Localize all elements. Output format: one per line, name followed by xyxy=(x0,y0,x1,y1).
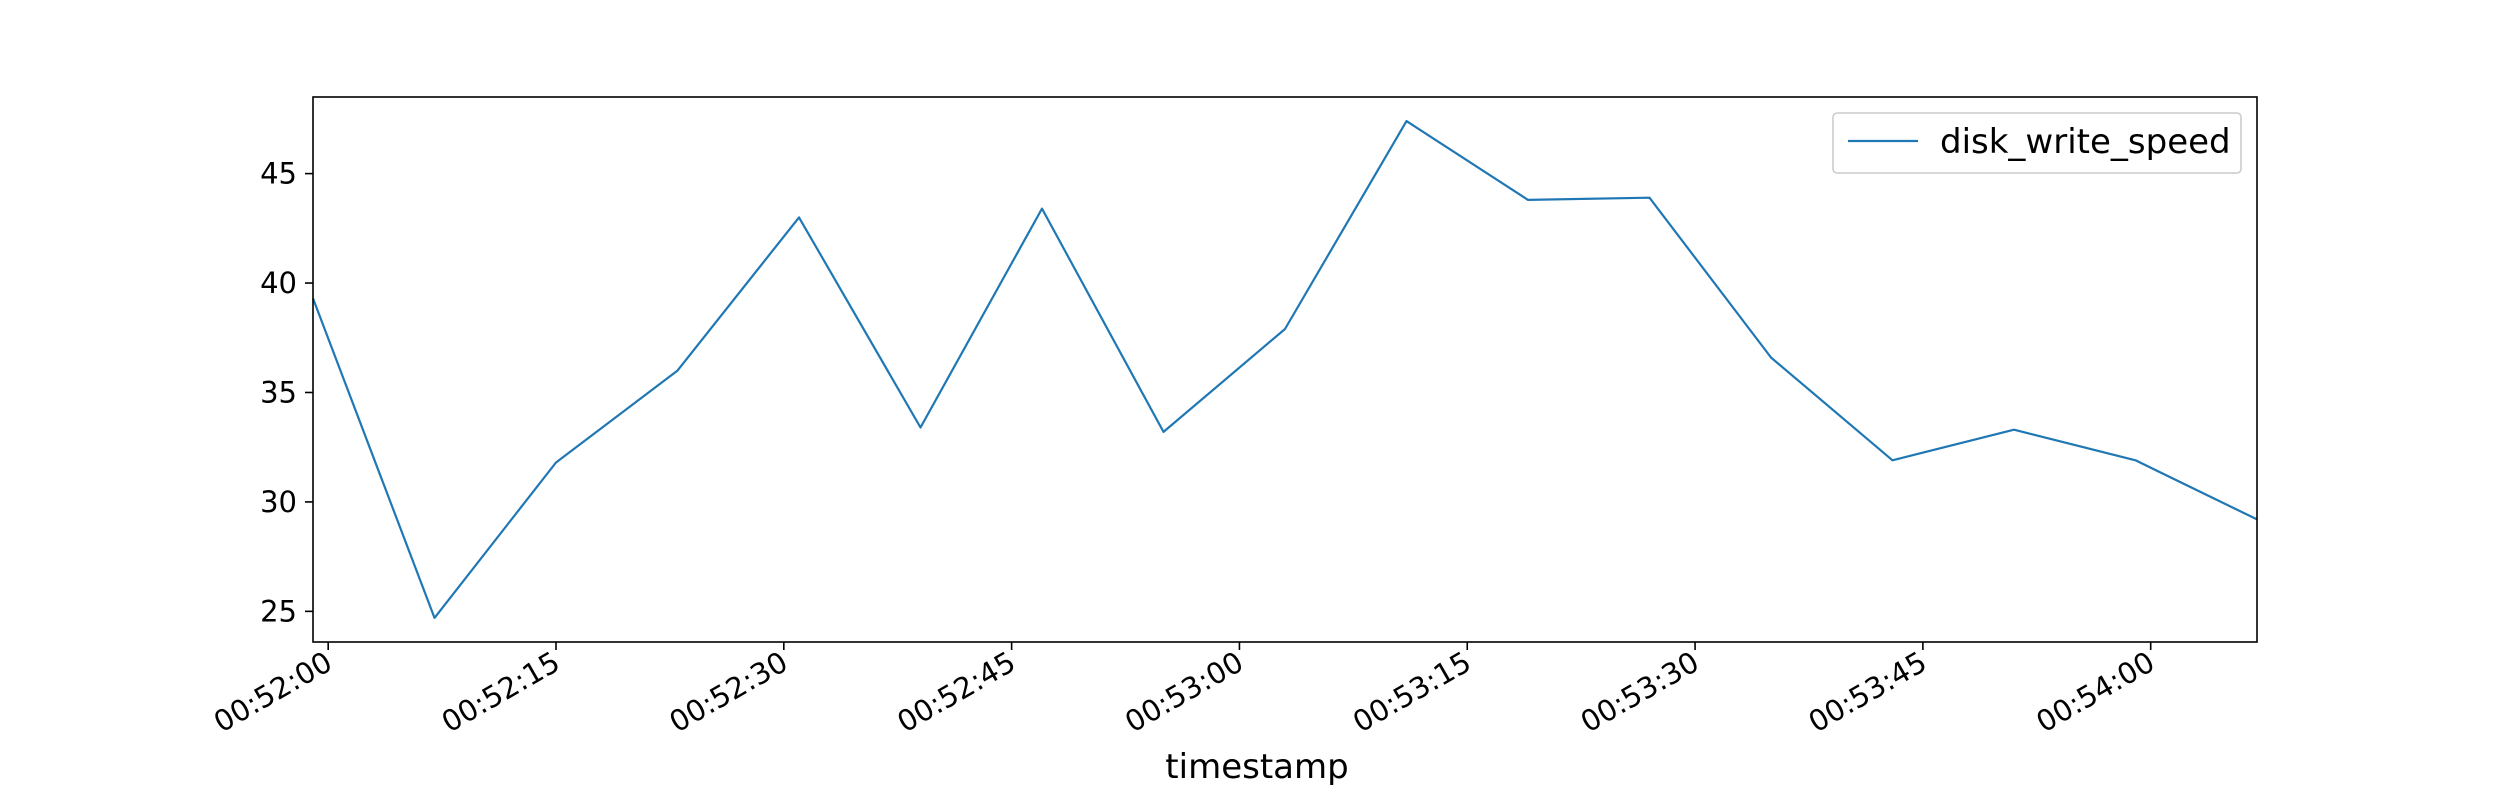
x-axis-title: timestamp xyxy=(1165,747,1348,787)
legend-label-disk-write-speed: disk_write_speed xyxy=(1940,122,2231,162)
x-tick-label: 00:53:00 xyxy=(1119,645,1249,740)
x-tick-label: 00:52:45 xyxy=(891,645,1021,740)
x-tick-label: 00:52:15 xyxy=(436,645,566,740)
series-line-disk-write-speed xyxy=(311,119,2258,620)
x-tick-label: 00:54:00 xyxy=(2030,645,2160,740)
y-tick-label: 40 xyxy=(260,266,297,300)
x-tick-label: 00:53:45 xyxy=(1803,645,1933,740)
legend-box xyxy=(1832,112,2242,174)
x-tick-label: 00:52:30 xyxy=(664,645,794,740)
legend: disk_write_speed xyxy=(1832,112,2242,174)
y-axis: 25 30 35 40 45 xyxy=(260,157,313,628)
x-tick-label: 00:53:30 xyxy=(1575,645,1705,740)
x-axis: 00:52:00 00:52:15 00:52:30 00:52:45 00:53:00… xyxy=(208,642,2160,739)
x-tick-label: 00:52:00 xyxy=(208,645,338,740)
series-layer xyxy=(311,119,2258,620)
x-tick-label: 00:53:15 xyxy=(1347,645,1477,740)
y-tick-label: 35 xyxy=(260,375,297,409)
plot-area-frame xyxy=(312,96,2258,643)
y-tick-label: 30 xyxy=(260,485,297,519)
y-tick-label: 25 xyxy=(260,594,297,628)
y-tick-label: 45 xyxy=(260,157,297,191)
